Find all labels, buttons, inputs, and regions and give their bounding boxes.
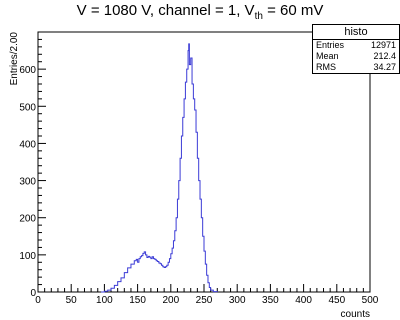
stats-row-entries: Entries 12971: [313, 40, 399, 51]
x-tick-label: 450: [328, 295, 345, 306]
x-tick-label: 200: [162, 295, 179, 306]
stats-rms-label: RMS: [316, 62, 336, 73]
y-axis-label: Entries/2.00: [9, 32, 20, 86]
stats-mean-label: Mean: [316, 51, 339, 62]
y-tick-label: 600: [19, 65, 36, 76]
stats-entries-value: 12971: [371, 40, 396, 51]
x-tick-label: 350: [262, 295, 279, 306]
y-tick-label: 500: [19, 102, 36, 113]
y-tick-label: 0: [30, 288, 36, 299]
stats-mean-value: 212.4: [373, 51, 396, 62]
x-tick-label: 100: [96, 295, 113, 306]
x-tick-label: 0: [35, 295, 41, 306]
stats-row-mean: Mean 212.4: [313, 51, 399, 62]
x-tick-label: 300: [229, 295, 246, 306]
chart-title: V = 1080 V, channel = 1, Vth = 60 mV: [0, 2, 400, 22]
x-tick-label: 500: [362, 295, 379, 306]
x-tick-label: 50: [66, 295, 78, 306]
title-part-end: = 60 mV: [263, 2, 323, 19]
histogram-line: [101, 44, 217, 292]
x-axis-label: counts: [341, 309, 370, 320]
stats-box: histo Entries 12971 Mean 212.4 RMS 34.27: [312, 24, 400, 74]
stats-entries-label: Entries: [316, 40, 344, 51]
title-part-main: V = 1080 V, channel = 1, V: [77, 2, 255, 19]
stats-title: histo: [313, 25, 399, 40]
stats-rms-value: 34.27: [373, 62, 396, 73]
y-tick-label: 100: [19, 251, 36, 262]
y-tick-label: 200: [19, 214, 36, 225]
stats-row-rms: RMS 34.27: [313, 62, 399, 73]
x-tick-label: 400: [295, 295, 312, 306]
y-tick-label: 300: [19, 177, 36, 188]
y-tick-label: 400: [19, 139, 36, 150]
x-tick-label: 250: [196, 295, 213, 306]
title-subscript: th: [255, 11, 263, 22]
x-tick-label: 150: [129, 295, 146, 306]
